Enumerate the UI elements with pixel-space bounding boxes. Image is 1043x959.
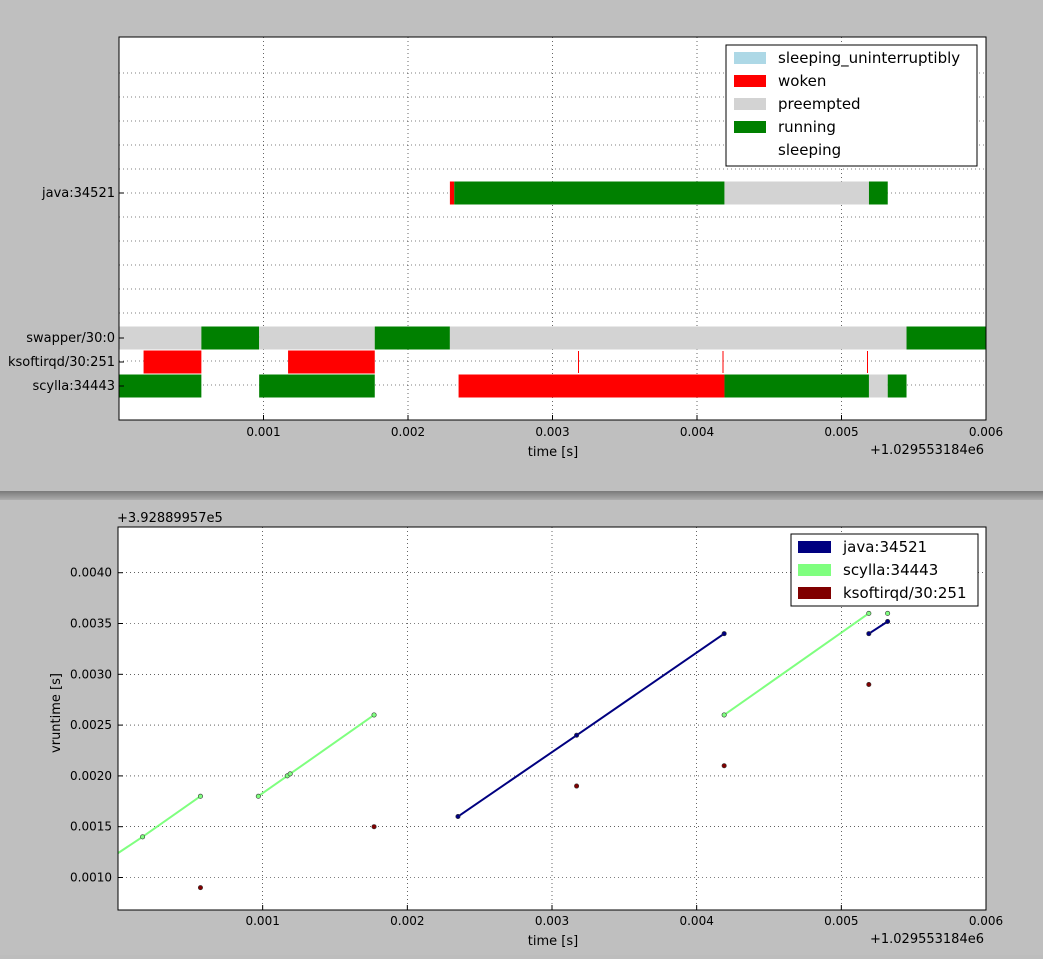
vruntime-point-scylla-34443 <box>197 793 203 799</box>
timeline-segment-java-34521-woken <box>449 181 455 205</box>
vruntime-point-ksoftirqd-30-251 <box>574 783 580 789</box>
timeline-chart: java:34521 swapper/30:0 ksoftirqd/30:251 sc… <box>8 36 1003 460</box>
vruntime-point-ksoftirqd-30-251 <box>197 885 203 891</box>
timeline-segment-scylla-34443-running <box>887 374 907 398</box>
vruntime-y-tick-label: 0.0035 <box>70 617 112 631</box>
timeline-plot-frame <box>118 36 987 421</box>
timeline-segment-swapper-30-0-preempted <box>259 326 375 350</box>
timeline-x-offset: +1.029553184e6 <box>870 443 984 458</box>
vruntime-point-ksoftirqd-30-251 <box>866 681 872 687</box>
timeline-x-tick-label: 0.004 <box>680 425 714 439</box>
vruntime-x-offset: +1.029553184e6 <box>870 932 984 947</box>
vruntime-point-scylla-34443 <box>140 834 146 840</box>
timeline-segment-swapper-30-0-preempted <box>449 326 907 350</box>
vruntime-legend-label-scylla-34443: scylla:34443 <box>843 561 938 579</box>
vruntime-window: +3.92889957e5 0.0010 0.0015 0.0020 0.0025 0.… <box>0 500 1043 955</box>
vruntime-x-axis-label: time [s] <box>528 934 578 949</box>
timeline-legend-label-sleeping: sleeping <box>778 141 841 159</box>
vruntime-x-tick-label: 0.006 <box>969 914 1003 928</box>
vruntime-legend-label-java-34521: java:34521 <box>842 538 927 556</box>
timeline-legend-swatch-running <box>734 121 766 133</box>
timeline-segment-scylla-34443-preempted <box>868 374 888 398</box>
timeline-legend-label-woken: woken <box>778 72 826 90</box>
timeline-segment-scylla-34443-running <box>119 374 202 398</box>
timeline-segment-java-34521-running <box>868 181 888 205</box>
timeline-segment-swapper-30-0-running <box>374 326 450 350</box>
vruntime-y-offset: +3.92889957e5 <box>117 511 223 526</box>
vruntime-y-tick-label: 0.0010 <box>70 870 112 884</box>
timeline-legend-swatch-sleeping <box>734 144 766 156</box>
timeline-segment-swapper-30-0-running <box>906 326 986 350</box>
timeline-legend-box <box>725 44 978 167</box>
vruntime-plot-frame <box>117 526 987 911</box>
timeline-segment-ksoftirqd-30-251-woken <box>143 350 202 374</box>
vruntime-point-java-34521 <box>885 618 891 624</box>
vruntime-legend: java:34521 scylla:34443 ksoftirqd/30:251 <box>790 533 979 607</box>
vruntime-chart: +3.92889957e5 0.0010 0.0015 0.0020 0.0025 0.… <box>49 511 1003 949</box>
timeline-segment-scylla-34443-running <box>724 374 869 398</box>
timeline-window: java:34521 swapper/30:0 ksoftirqd/30:251 sc… <box>7 36 1004 460</box>
timeline-segment-ksoftirqd-30-251-woken <box>288 350 375 374</box>
vruntime-x-tick-label: 0.002 <box>390 914 424 928</box>
vruntime-y-tick-label: 0.0015 <box>70 820 112 834</box>
vruntime-point-java-34521 <box>721 631 727 637</box>
timeline-segment-swapper-30-0-running <box>201 326 260 350</box>
vruntime-x-tick-label: 0.003 <box>535 914 569 928</box>
timeline-x-tick-label: 0.005 <box>824 425 858 439</box>
vruntime-x-tick-label: 0.001 <box>245 914 279 928</box>
timeline-segment-java-34521-preempted <box>724 181 869 205</box>
timeline-segment-scylla-34443-running <box>259 374 375 398</box>
vruntime-point-scylla-34443 <box>255 793 261 799</box>
vruntime-point-scylla-34443 <box>287 771 293 777</box>
vruntime-point-java-34521 <box>455 814 461 820</box>
vruntime-legend-swatch-java-34521 <box>798 541 831 553</box>
vruntime-point-scylla-34443 <box>371 712 377 718</box>
vruntime-line-scylla-34443 <box>723 612 870 716</box>
timeline-row-label: scylla:34443 <box>32 379 115 394</box>
timeline-x-tick-label: 0.003 <box>535 425 569 439</box>
vruntime-line-java-34521 <box>868 620 889 635</box>
vruntime-point-scylla-34443 <box>885 610 891 616</box>
timeline-x-tick-label: 0.006 <box>969 425 1003 439</box>
vruntime-y-tick-label: 0.0025 <box>70 718 112 732</box>
vruntime-legend-swatch-ksoftirqd-30-251 <box>798 587 831 599</box>
timeline-segment-swapper-30-0-preempted <box>119 326 202 350</box>
timeline-row-label: java:34521 <box>41 186 115 201</box>
vruntime-y-axis-label: vruntime [s] <box>49 673 64 753</box>
vruntime-point-ksoftirqd-30-251 <box>721 763 727 769</box>
vruntime-legend-swatch-scylla-34443 <box>798 564 831 576</box>
timeline-segment-scylla-34443-woken <box>458 374 725 398</box>
vruntime-y-tick-label: 0.0030 <box>70 667 112 681</box>
timeline-legend-swatch-woken <box>734 75 766 87</box>
timeline-legend-label-running: running <box>778 118 836 136</box>
timeline-legend-swatch-preempted <box>734 98 766 110</box>
timeline-row-label: swapper/30:0 <box>26 331 115 346</box>
vruntime-point-ksoftirqd-30-251 <box>371 824 377 830</box>
timeline-x-axis-label: time [s] <box>528 445 578 460</box>
timeline-legend-label-preempted: preempted <box>778 95 861 113</box>
vruntime-y-tick-label: 0.0040 <box>70 566 112 580</box>
vruntime-point-java-34521 <box>866 631 872 637</box>
timeline-legend-label-sleeping-uninterruptibly: sleeping_uninterruptibly <box>778 49 960 68</box>
vruntime-point-scylla-34443 <box>721 712 727 718</box>
vruntime-point-java-34521 <box>574 732 580 738</box>
timeline-segment-java-34521-running <box>454 181 725 205</box>
vruntime-y-tick-label: 0.0020 <box>70 769 112 783</box>
timeline-legend-swatch-sleeping-uninterruptibly <box>734 52 766 64</box>
vruntime-x-tick-label: 0.004 <box>679 914 713 928</box>
timeline-row-label: ksoftirqd/30:251 <box>8 355 115 370</box>
vruntime-point-scylla-34443 <box>866 610 872 616</box>
timeline-x-tick-label: 0.002 <box>391 425 425 439</box>
timeline-x-tick-label: 0.001 <box>246 425 280 439</box>
vruntime-legend-label-ksoftirqd-30-251: ksoftirqd/30:251 <box>843 584 967 602</box>
vruntime-x-tick-label: 0.005 <box>824 914 858 928</box>
